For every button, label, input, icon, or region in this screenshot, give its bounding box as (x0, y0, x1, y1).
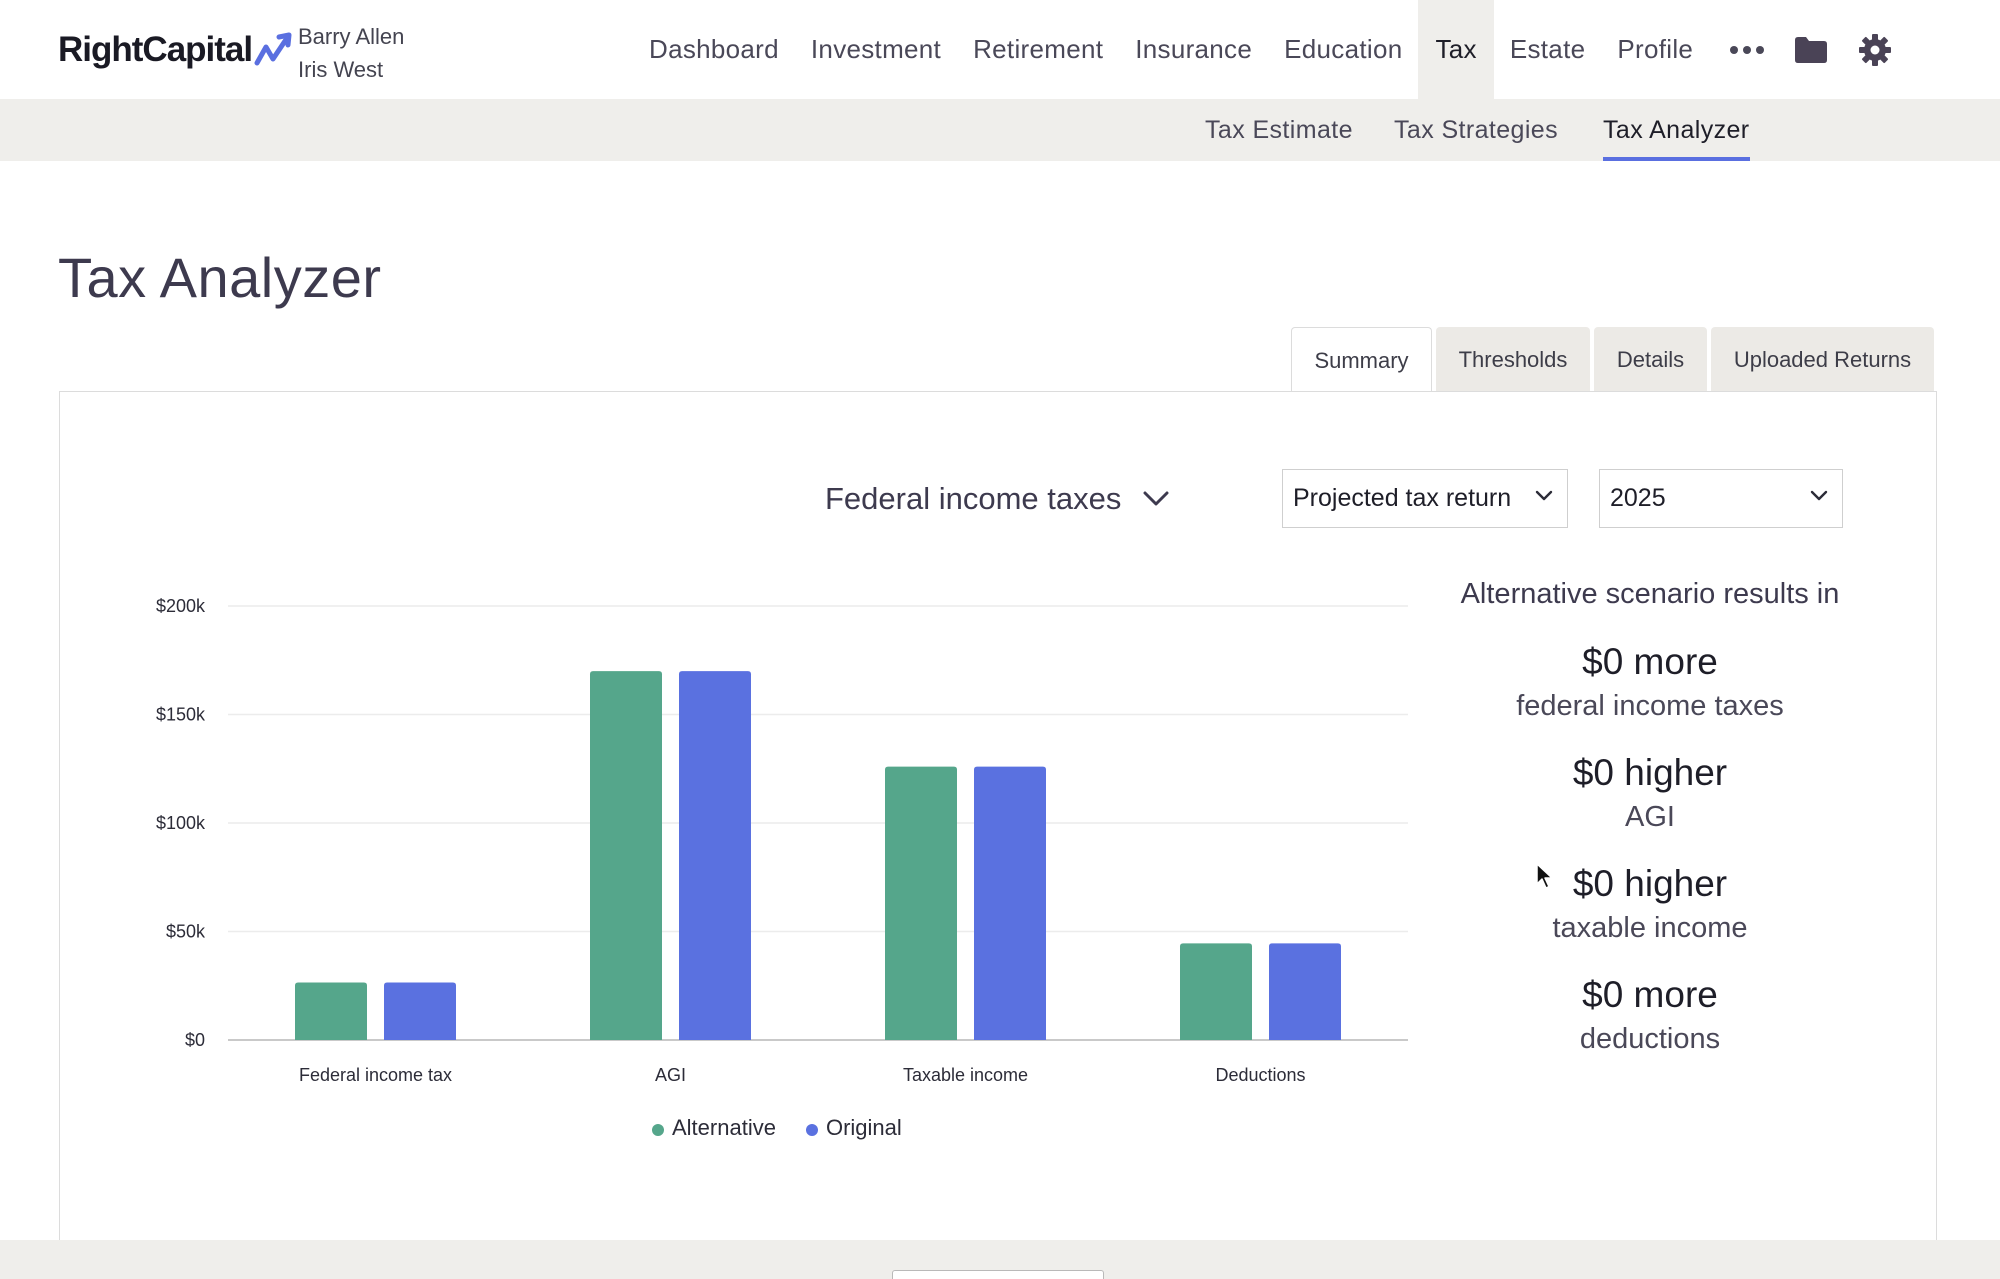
summary-value: $0 more (1582, 641, 1718, 682)
legend-label-alternative: Alternative (672, 1115, 776, 1140)
subnav-item-tax-strategies[interactable]: Tax Strategies (1394, 115, 1559, 144)
client-name-primary: Barry Allen (298, 24, 405, 49)
nav-item-dashboard[interactable]: Dashboard (649, 34, 779, 64)
summary-value: $0 higher (1572, 752, 1728, 793)
bar-alternative (885, 766, 957, 1040)
tab-details[interactable]: Details (1594, 327, 1707, 392)
brand-name: RightCapital (58, 30, 253, 69)
summary-heading: Alternative scenario results in (1460, 578, 1840, 610)
nav-item-investment[interactable]: Investment (810, 34, 942, 64)
nav-item-profile[interactable]: Profile (1617, 34, 1694, 64)
scenario-summary: Alternative scenario results in $0 more … (1420, 578, 1880, 1083)
chevron-down-icon (1143, 491, 1169, 506)
y-tick-label: $50k (166, 922, 206, 942)
brand-logo[interactable]: RightCapital (58, 28, 294, 72)
bar-original (384, 982, 456, 1040)
x-tick-label: Taxable income (903, 1065, 1028, 1085)
summary-label: AGI (1625, 801, 1675, 833)
analyzer-tabs: Summary Thresholds Details Uploaded Retu… (1291, 327, 1934, 393)
sub-nav: Tax Estimate Tax Strategies Tax Analyzer (0, 99, 2000, 161)
summary-value: $0 more (1582, 974, 1718, 1015)
tab-thresholds[interactable]: Thresholds (1436, 327, 1590, 392)
chart-legend: Alternative Original (652, 1115, 932, 1141)
year-value: 2025 (1610, 484, 1666, 512)
y-tick-label: $200k (156, 596, 206, 616)
summary-item: $0 more deductions (1420, 972, 1880, 1060)
bar-alternative (295, 982, 367, 1040)
summary-label: deductions (1579, 1023, 1721, 1055)
chevron-down-icon (1810, 490, 1828, 501)
folder-icon[interactable] (1779, 0, 1843, 99)
legend-item-original[interactable]: Original (805, 1115, 902, 1141)
tab-uploaded-returns[interactable]: Uploaded Returns (1711, 327, 1934, 392)
x-tick-label: AGI (655, 1065, 686, 1085)
gear-icon[interactable] (1843, 0, 1907, 99)
client-names: Barry Allen Iris West (298, 20, 404, 86)
top-header: RightCapital Barry Allen Iris West Dashb… (0, 0, 2000, 99)
legend-dot-alternative (652, 1123, 664, 1136)
tab-summary[interactable]: Summary (1291, 327, 1432, 393)
main-nav: Dashboard Investment Retirement Insuranc… (633, 0, 1907, 99)
metric-dropdown-value: Federal income taxes (825, 481, 1122, 516)
return-type-value: Projected tax return (1293, 484, 1512, 512)
subnav-item-label: Tax Analyzer (1603, 115, 1750, 144)
x-tick-label: Federal income tax (299, 1065, 452, 1085)
footer-toggle-handle[interactable] (892, 1270, 1104, 1279)
chevron-down-icon (1535, 490, 1553, 501)
y-tick-label: $0 (185, 1030, 205, 1050)
legend-dot-original (805, 1123, 818, 1136)
summary-label: taxable income (1552, 912, 1748, 944)
summary-label: federal income taxes (1516, 690, 1784, 722)
bar-original (974, 766, 1046, 1040)
summary-item: $0 higher AGI (1420, 750, 1880, 838)
client-name-spouse: Iris West (298, 57, 384, 82)
legend-item-alternative[interactable]: Alternative (652, 1115, 776, 1141)
bar-alternative (590, 671, 662, 1040)
year-select[interactable]: 2025 (1599, 469, 1843, 528)
nav-item-insurance[interactable]: Insurance (1135, 34, 1253, 64)
x-tick-label: Deductions (1215, 1065, 1305, 1085)
summary-value: $0 higher (1572, 863, 1728, 904)
page-title: Tax Analyzer (58, 246, 382, 309)
nav-item-education[interactable]: Education (1284, 34, 1403, 64)
return-type-select[interactable]: Projected tax return (1282, 469, 1568, 528)
y-tick-label: $150k (156, 705, 206, 725)
nav-item-retirement[interactable]: Retirement (973, 34, 1104, 64)
summary-item: $0 more federal income taxes (1420, 639, 1880, 727)
subnav-item-tax-analyzer[interactable]: Tax Analyzer (1603, 99, 1750, 161)
bar-original (679, 671, 751, 1040)
summary-item: $0 higher taxable income (1420, 861, 1880, 949)
bar-chart: $0 $50k $100k $150k $200k Federal income tax A… (156, 596, 1408, 1085)
active-tab-underline (1603, 157, 1750, 161)
nav-item-estate[interactable]: Estate (1509, 34, 1586, 64)
y-tick-label: $100k (156, 813, 206, 833)
more-dots-icon[interactable] (1715, 0, 1779, 99)
metric-dropdown[interactable]: Federal income taxes (825, 474, 1169, 524)
subnav-item-tax-estimate[interactable]: Tax Estimate (1205, 115, 1353, 144)
bar-original (1269, 943, 1341, 1040)
bar-alternative (1180, 943, 1252, 1040)
legend-label-original: Original (825, 1115, 902, 1140)
nav-item-tax[interactable]: Tax (1418, 0, 1494, 99)
mouse-pointer-icon (1536, 863, 1553, 889)
rising-arrow-icon (254, 32, 292, 66)
